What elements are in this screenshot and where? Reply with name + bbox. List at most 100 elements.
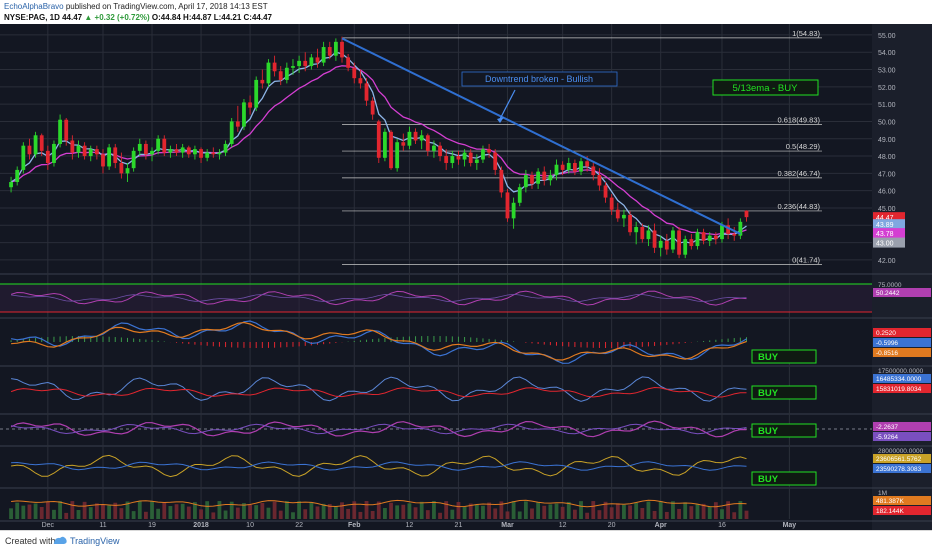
volume-bar [137, 501, 142, 519]
panel-value-label: -2.2637 [876, 424, 898, 431]
volume-bar [346, 508, 351, 519]
candle-body [242, 102, 246, 127]
panel-value-label: 23590278.3083 [876, 466, 922, 473]
panel-value-bg [873, 384, 931, 393]
volume-bar [548, 504, 553, 519]
candle-body [640, 227, 645, 240]
price-label-bg [873, 212, 905, 223]
candle-body [707, 235, 712, 241]
candle-body [591, 166, 596, 176]
volume-bar [193, 502, 197, 519]
volume-bar [33, 503, 38, 519]
candle-body [297, 60, 302, 67]
panel-value-bg [873, 338, 931, 347]
panel-value-label: -0.5996 [876, 340, 898, 347]
candle-body [217, 152, 222, 155]
fib-level-label: 0.382(46.74) [777, 169, 820, 178]
chart-header: EchoAlphaBravo published on TradingView.… [0, 0, 932, 24]
price-label-bg [873, 219, 905, 230]
panel-value-label: -5.9264 [876, 434, 898, 441]
x-tick-label: Apr [655, 522, 667, 529]
volume-bar [340, 502, 344, 519]
symbol-line: NYSE:PAG, 1D 44.47 ▲ +0.32 (+0.72%) O:44… [4, 12, 272, 23]
volume-bar [272, 501, 277, 519]
candle-body [566, 162, 571, 170]
candle-body [438, 145, 442, 157]
panel-value-label: 50.2442 [876, 290, 900, 297]
volume-bar [101, 504, 105, 519]
candle-body [689, 239, 694, 247]
volume-bar [205, 501, 210, 519]
volume-bar [677, 508, 681, 519]
volume-osc-line [11, 454, 747, 478]
price-label: 43.78 [876, 231, 894, 238]
candle-body [315, 57, 320, 63]
volume-bar [248, 505, 252, 519]
author-link[interactable]: EchoAlphaBravo [4, 2, 64, 11]
candle-body [671, 230, 675, 250]
buy-signal-label: BUY [758, 426, 779, 437]
annotation-arrow [499, 89, 516, 120]
price-label: 43.89 [876, 222, 894, 229]
candle-body [407, 131, 412, 146]
tradingview-brand[interactable]: TradingView [70, 536, 120, 546]
candle-body [162, 138, 167, 153]
candle-body [352, 67, 357, 79]
x-tick-label: 19 [148, 522, 156, 529]
volume-bar [499, 501, 504, 519]
x-tick-label: May [783, 522, 797, 529]
volume-bar [744, 510, 749, 519]
candle-body [493, 152, 498, 170]
volume-bar [58, 501, 62, 519]
annotation-box [461, 71, 618, 87]
volume-bar [199, 509, 203, 519]
volume-bar [235, 507, 240, 519]
candle-body [205, 152, 210, 158]
symbol-label: NYSE:PAG, 1D [4, 13, 60, 22]
volume-bar [585, 512, 590, 519]
candle-body [597, 175, 602, 186]
volume-bar [131, 511, 136, 519]
volume-bar [622, 504, 626, 519]
volume-bar [732, 512, 737, 519]
candle-body [260, 79, 265, 84]
volume-bar [683, 502, 688, 519]
volume-bar [438, 512, 442, 519]
buy-signal-label: BUY [758, 474, 779, 485]
candle-body [615, 209, 620, 219]
panel-value-label: 182.144K [876, 508, 904, 515]
macd-signal-line [11, 321, 747, 361]
chart-canvas[interactable]: 55.00 54.00 53.00 52.00 51.00 50.00 49.00 48.00… [0, 24, 932, 530]
candle-body [364, 83, 369, 101]
momentum-line [10, 420, 747, 438]
candle-body [321, 47, 326, 63]
candle-body [125, 168, 130, 174]
candle-body [70, 140, 75, 153]
arrow-head-icon [497, 117, 504, 123]
candle-body [180, 147, 185, 153]
panel-value-label: 15831019.8034 [876, 386, 922, 393]
volume-bar [327, 504, 332, 519]
volume-bar [474, 504, 479, 519]
candle-body [401, 142, 406, 146]
volume-ma-line [11, 499, 747, 508]
panel-tick-label: 17500000.0000 [878, 368, 924, 375]
macd-line [10, 320, 747, 364]
volume-bar [297, 501, 302, 519]
volume-bar [284, 501, 289, 519]
volume-bar [260, 503, 265, 519]
volume-bar [634, 502, 639, 519]
x-tick-label: 16 [718, 522, 726, 529]
buy-signal-label: BUY [758, 388, 779, 399]
candle-body [505, 192, 510, 219]
volume-bar [505, 511, 510, 519]
candle-body [744, 210, 749, 218]
candle-body [389, 131, 393, 169]
candle-body [21, 145, 26, 170]
price-change: +0.32 (+0.72%) [94, 13, 150, 22]
volume-bar [615, 503, 620, 519]
volume-bar [530, 508, 534, 519]
volume-bar [383, 508, 387, 519]
volume-bar [689, 506, 694, 519]
candle-body [174, 149, 179, 153]
